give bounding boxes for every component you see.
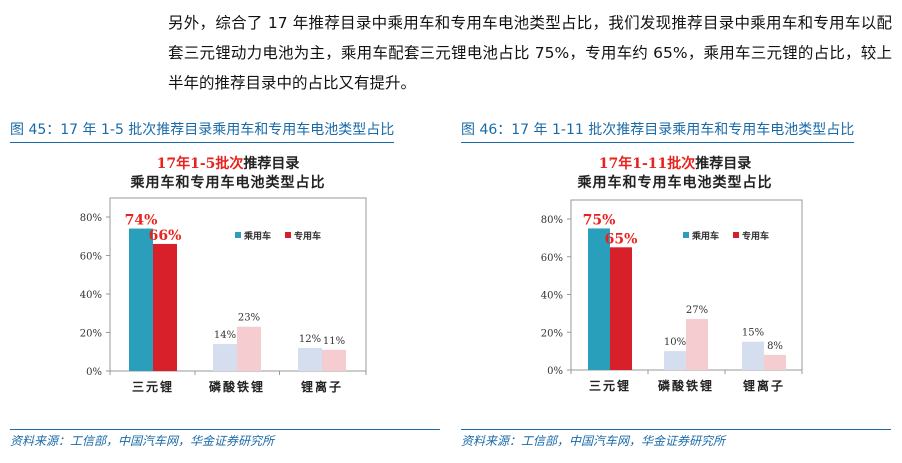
y-tick-label: 80% bbox=[80, 213, 102, 224]
figure-46-caption: 图 46：17 年 1-11 批次推荐目录乘用车和专用车电池类型占比 bbox=[461, 119, 855, 143]
data-label: 65% bbox=[605, 231, 638, 247]
legend-label: 乘用车 bbox=[243, 230, 271, 242]
data-label: 10% bbox=[664, 337, 686, 348]
legend-label: 乘用车 bbox=[691, 230, 719, 242]
data-label: 8% bbox=[767, 341, 783, 352]
bar-专用车-锂离子 bbox=[322, 349, 346, 371]
bar-乘用车-锂离子 bbox=[298, 347, 322, 371]
chart-title-rest: 推荐目录 bbox=[695, 155, 751, 172]
data-label: 66% bbox=[149, 228, 182, 244]
bar-专用车-锂离子 bbox=[764, 354, 786, 370]
bar-专用车-三元锂 bbox=[153, 243, 177, 371]
bar-乘用车-锂离子 bbox=[742, 341, 764, 370]
y-tick-label: 20% bbox=[541, 328, 563, 339]
paragraph-text: 另外，综合了 17 年推荐目录中乘用车和专用车电池类型占比，我们发现推荐目录中乘… bbox=[168, 14, 892, 92]
figure-45-source: 资料来源：工信部，中国汽车网，华金证券研究所 bbox=[10, 429, 440, 449]
bar-乘用车-磷酸铁锂 bbox=[664, 351, 686, 370]
bar-专用车-三元锂 bbox=[610, 247, 632, 370]
legend-swatch bbox=[285, 232, 291, 238]
x-category-label: 三元锂 bbox=[132, 379, 174, 394]
body-paragraph: 另外，综合了 17 年推荐目录中乘用车和专用车电池类型占比，我们发现推荐目录中乘… bbox=[168, 8, 892, 98]
y-tick-label: 20% bbox=[80, 329, 102, 340]
x-category-label: 三元锂 bbox=[589, 378, 631, 393]
y-tick-label: 60% bbox=[541, 253, 563, 264]
bar-专用车-磷酸铁锂 bbox=[686, 319, 708, 370]
data-label: 27% bbox=[686, 305, 708, 316]
figure-45-caption: 图 45：17 年 1-5 批次推荐目录乘用车和专用车电池类型占比 bbox=[10, 119, 395, 143]
x-category-label: 锂离子 bbox=[301, 379, 343, 394]
data-label: 14% bbox=[214, 330, 236, 341]
bar-乘用车-三元锂 bbox=[129, 228, 153, 371]
legend-swatch bbox=[733, 232, 739, 238]
chart-title: 17年1-5批次推荐目录 bbox=[157, 155, 300, 172]
chart-title: 17年1-11批次推荐目录 bbox=[599, 155, 752, 172]
chart-title-line2: 乘用车和专用车电池类型占比 bbox=[130, 174, 326, 191]
figure-46-source: 资料来源：工信部，中国汽车网，华金证券研究所 bbox=[461, 429, 891, 449]
chart-title-highlight: 17年1-11批次 bbox=[599, 155, 696, 172]
y-tick-label: 40% bbox=[80, 290, 102, 301]
data-label: 11% bbox=[323, 336, 345, 347]
bar-乘用车-磷酸铁锂 bbox=[213, 344, 237, 371]
bar-专用车-磷酸铁锂 bbox=[237, 326, 261, 371]
chart-title-rest: 推荐目录 bbox=[243, 155, 299, 172]
y-tick-label: 0% bbox=[547, 366, 563, 377]
data-label: 74% bbox=[125, 213, 158, 229]
chart-title-line2: 乘用车和专用车电池类型占比 bbox=[577, 174, 773, 191]
legend-label: 专用车 bbox=[742, 230, 769, 242]
y-tick-label: 60% bbox=[80, 252, 102, 263]
data-label: 12% bbox=[299, 334, 321, 345]
x-category-label: 锂离子 bbox=[743, 378, 785, 393]
legend-swatch bbox=[235, 232, 241, 238]
x-category-label: 磷酸铁锂 bbox=[209, 379, 265, 394]
data-label: 75% bbox=[583, 212, 616, 228]
legend-label: 专用车 bbox=[294, 230, 321, 242]
x-category-label: 磷酸铁锂 bbox=[658, 378, 714, 393]
legend-swatch bbox=[683, 232, 689, 238]
data-label: 23% bbox=[238, 313, 260, 324]
data-label: 15% bbox=[742, 328, 764, 339]
y-tick-label: 40% bbox=[541, 291, 563, 302]
chart-title-highlight: 17年1-5批次 bbox=[157, 155, 244, 172]
bar-乘用车-三元锂 bbox=[588, 228, 610, 370]
y-tick-label: 0% bbox=[86, 367, 102, 378]
y-tick-label: 80% bbox=[541, 215, 563, 226]
